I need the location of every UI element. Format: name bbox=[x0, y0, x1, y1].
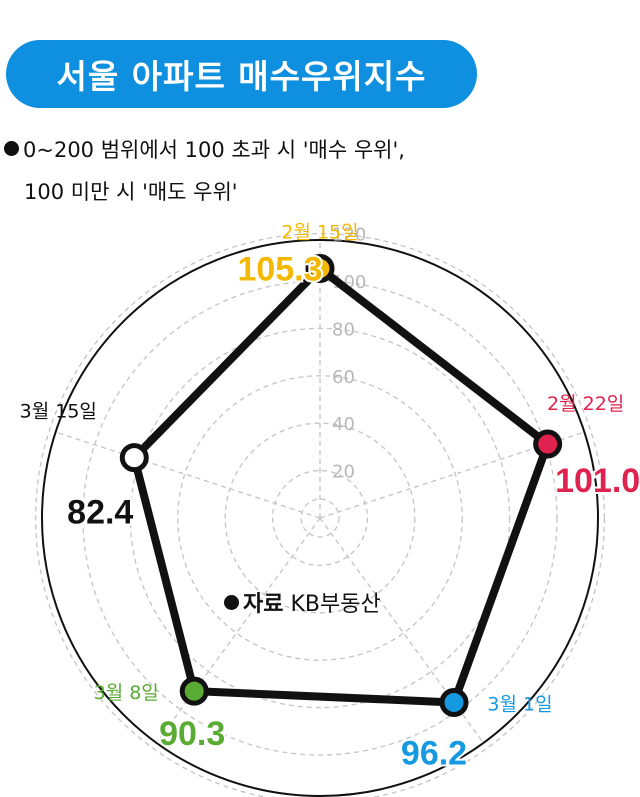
note-line-1-text: 0~200 범위에서 100 초과 시 '매수 우위', bbox=[23, 138, 405, 162]
radar-grid-circle bbox=[271, 469, 369, 567]
chart-title: 서울 아파트 매수우위지수 bbox=[6, 40, 477, 108]
radar-point-labels: 2월 15일 105.3 2월 22일 101.0 3월 1일 96.2 3월 8일90.3… bbox=[20, 221, 640, 774]
radar-grid-circle bbox=[177, 375, 463, 661]
point-value-label: 101.0 bbox=[555, 462, 640, 500]
point-value-label: 82.4 bbox=[67, 494, 133, 532]
note-line-2: 100 미만 시 '매도 우위' bbox=[24, 180, 238, 204]
radar-series bbox=[119, 253, 563, 717]
point-value-label: 105.3 bbox=[237, 250, 322, 288]
radar-outer-circle bbox=[41, 239, 599, 797]
radar-grid-circle bbox=[35, 233, 605, 797]
point-date-label: 2월 22일 bbox=[547, 393, 624, 415]
data-point bbox=[439, 687, 469, 717]
series-line bbox=[130, 264, 552, 707]
source-name: KB부동산 bbox=[290, 592, 381, 617]
point-value-label: 90.3 bbox=[159, 715, 225, 753]
point-value-label: 96.2 bbox=[401, 734, 467, 772]
tick-label: 40 bbox=[332, 414, 355, 435]
radar-grid-circle bbox=[300, 498, 340, 538]
tick-label: 80 bbox=[332, 319, 355, 340]
data-point bbox=[119, 443, 149, 473]
radar-spoke bbox=[319, 517, 484, 744]
bullet-icon bbox=[224, 595, 239, 610]
tick-label: 20 bbox=[332, 462, 355, 483]
tick-label: 120 bbox=[332, 225, 366, 246]
radar-grid-circle bbox=[224, 422, 416, 614]
point-date-label: 2월 15일 bbox=[281, 221, 358, 243]
data-point bbox=[533, 429, 563, 459]
source-label: 자료 bbox=[243, 592, 284, 617]
note-line-1: 0~200 범위에서 100 초과 시 '매수 우위', bbox=[4, 134, 405, 164]
radar-spoke bbox=[319, 431, 585, 519]
radar-grid bbox=[35, 233, 605, 797]
radar-spoke bbox=[55, 431, 321, 519]
data-point bbox=[179, 676, 209, 706]
bullet-icon bbox=[4, 141, 19, 156]
source-note: 자료 KB부동산 bbox=[224, 586, 381, 618]
radar-spoke bbox=[156, 517, 321, 744]
data-point bbox=[305, 253, 335, 283]
point-date-label: 3월 1일 bbox=[487, 693, 552, 715]
tick-label: 60 bbox=[332, 367, 355, 388]
point-date-label: 3월 15일 bbox=[20, 401, 97, 423]
point-date-label: 3월 8일 bbox=[94, 682, 159, 704]
